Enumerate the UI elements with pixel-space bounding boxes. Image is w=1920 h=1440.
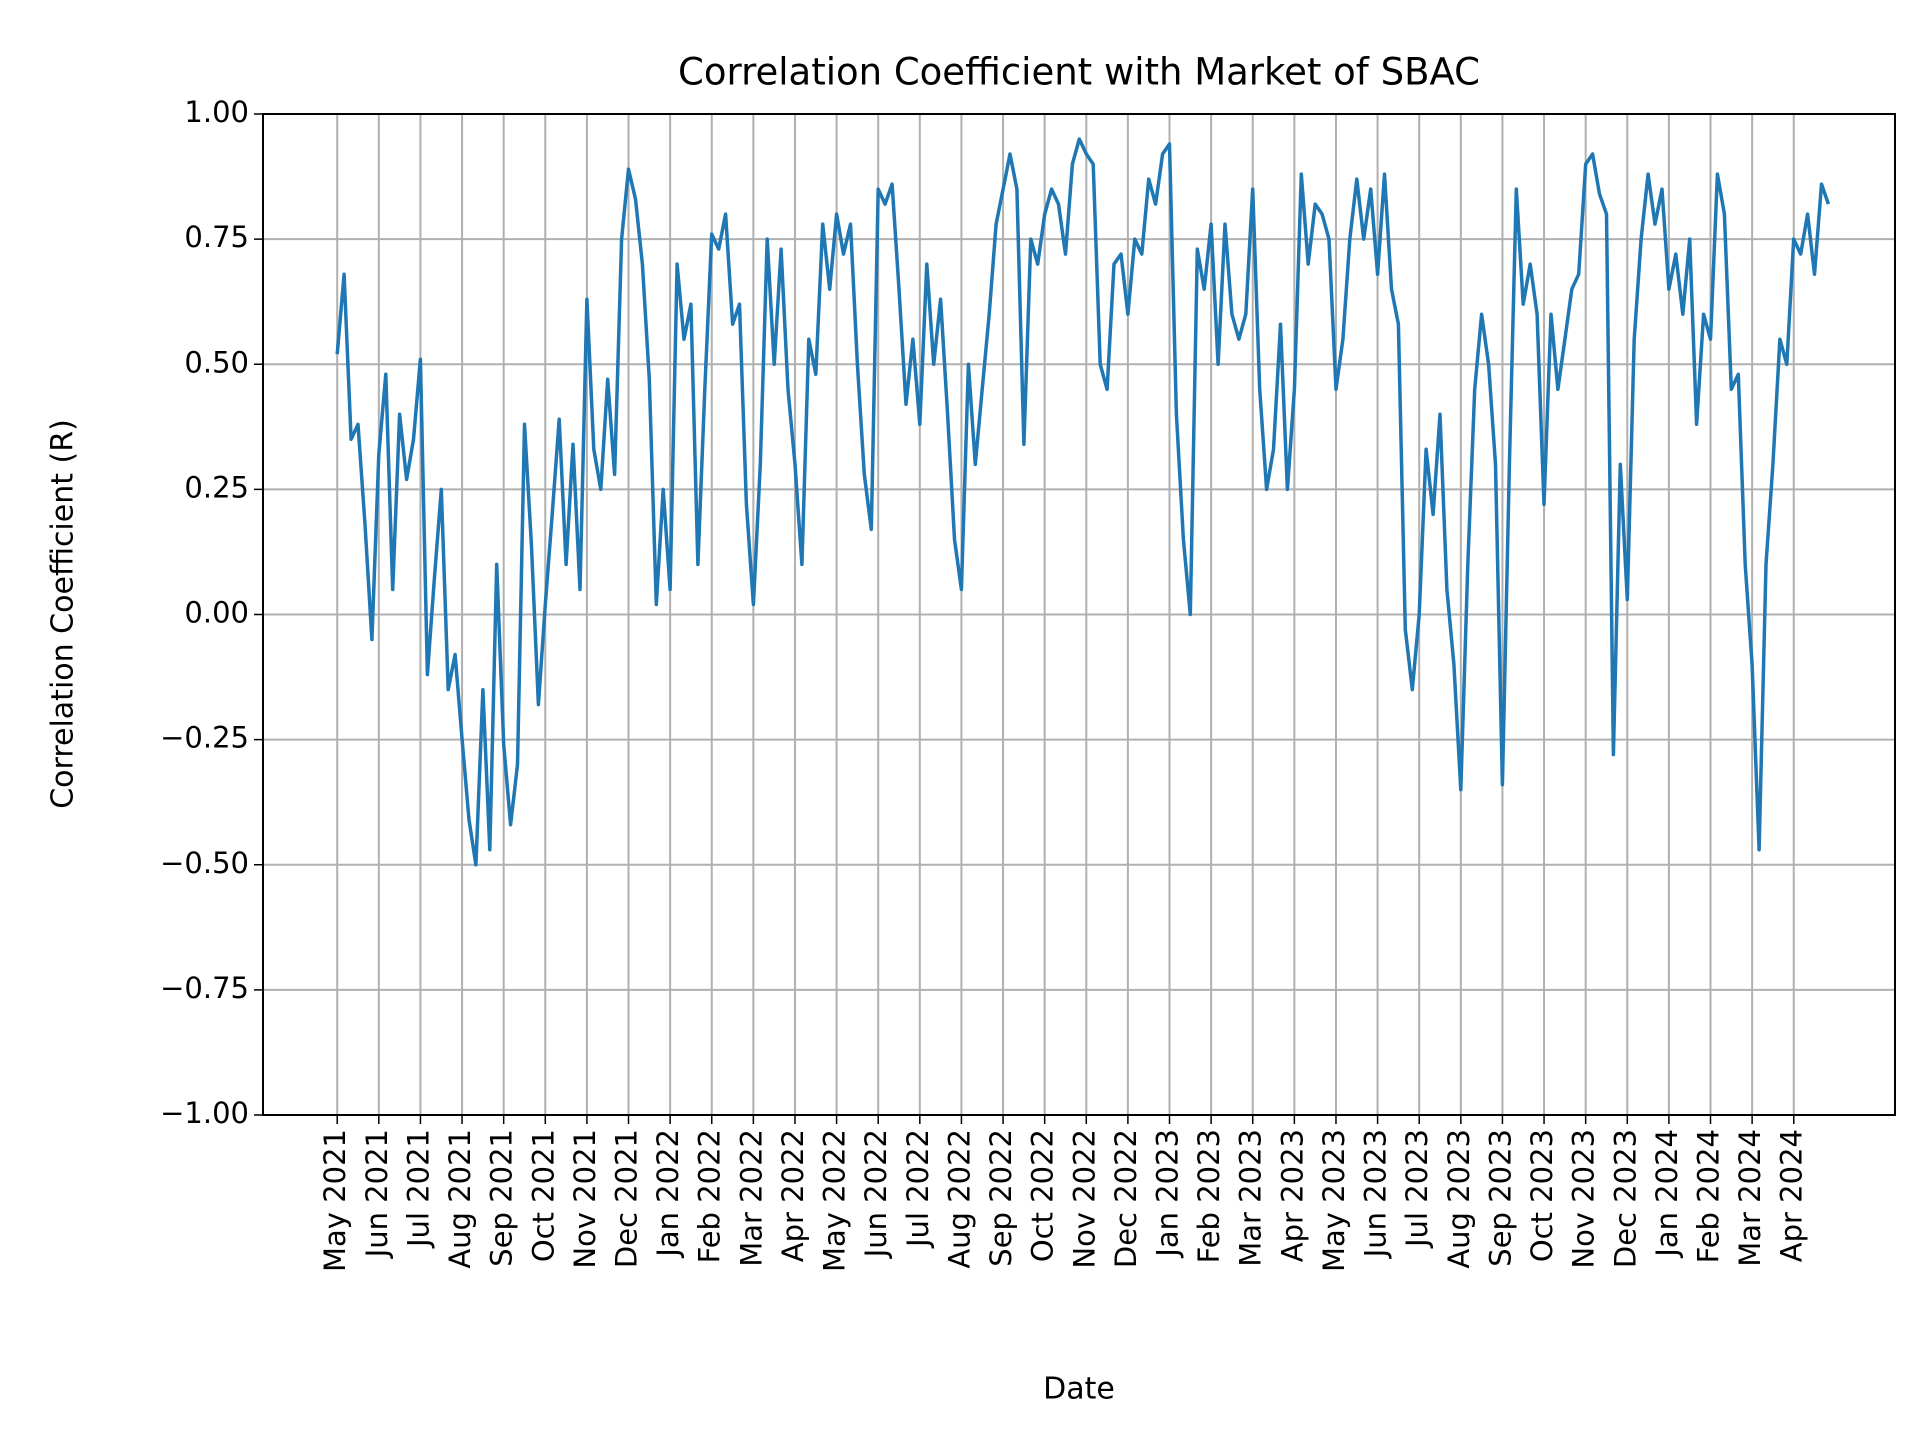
x-tick-label: Nov 2023 bbox=[1567, 1129, 1601, 1269]
x-tick-label: Nov 2022 bbox=[1067, 1129, 1101, 1269]
x-tick-label: Jun 2023 bbox=[1359, 1129, 1393, 1259]
x-tick-label: Dec 2023 bbox=[1608, 1129, 1642, 1268]
x-tick-label: Jun 2022 bbox=[859, 1129, 893, 1259]
x-tick-label: Feb 2024 bbox=[1692, 1129, 1726, 1263]
plot-frame bbox=[262, 113, 1896, 1116]
y-tick-label: −0.50 bbox=[160, 846, 249, 880]
x-tick-label: Aug 2022 bbox=[942, 1129, 976, 1269]
x-tick-label: Apr 2024 bbox=[1775, 1129, 1809, 1262]
x-tick-label: Jan 2023 bbox=[1151, 1129, 1185, 1259]
x-tick-label: Jul 2022 bbox=[901, 1129, 935, 1249]
x-tick-label: Feb 2023 bbox=[1192, 1129, 1226, 1263]
data-line bbox=[335, 137, 1831, 867]
x-axis-label: Date bbox=[1043, 1372, 1115, 1407]
chart-title: Correlation Coefficient with Market of S… bbox=[678, 51, 1480, 94]
y-tick-label: −0.75 bbox=[160, 971, 249, 1005]
x-tick-label: Dec 2021 bbox=[610, 1129, 644, 1268]
y-tick-label: 0.75 bbox=[184, 220, 249, 254]
x-tick-label: Nov 2021 bbox=[568, 1129, 602, 1269]
x-tick-label: Oct 2022 bbox=[1026, 1129, 1060, 1262]
y-tick-label: 0.25 bbox=[184, 470, 249, 504]
y-tick-label: −1.00 bbox=[160, 1096, 249, 1130]
x-tick-label: Oct 2021 bbox=[526, 1129, 560, 1262]
x-tick-label: Aug 2021 bbox=[443, 1129, 477, 1269]
x-tick-label: Jan 2022 bbox=[651, 1129, 685, 1259]
x-tick-label: Sep 2021 bbox=[485, 1129, 519, 1267]
x-tick-label: May 2023 bbox=[1317, 1129, 1351, 1272]
x-tick-label: Apr 2022 bbox=[776, 1129, 810, 1262]
x-tick-label: Jul 2023 bbox=[1400, 1129, 1434, 1249]
x-tick-label: Mar 2024 bbox=[1733, 1129, 1767, 1267]
y-tick-label: 1.00 bbox=[184, 95, 249, 129]
x-tick-label: May 2022 bbox=[818, 1129, 852, 1272]
x-tick-label: Mar 2022 bbox=[734, 1129, 768, 1267]
x-tick-label: May 2021 bbox=[318, 1129, 352, 1272]
x-tick-label: Apr 2023 bbox=[1275, 1129, 1309, 1262]
y-tick-label: 0.50 bbox=[184, 345, 249, 379]
x-tick-label: Jun 2021 bbox=[360, 1129, 394, 1259]
x-tick-label: Sep 2023 bbox=[1483, 1129, 1517, 1267]
x-tick-label: Sep 2022 bbox=[984, 1129, 1018, 1267]
y-tick-label: −0.25 bbox=[160, 721, 249, 755]
x-tick-label: Oct 2023 bbox=[1525, 1129, 1559, 1262]
x-tick-label: Feb 2022 bbox=[693, 1129, 727, 1263]
y-tick-label: 0.00 bbox=[184, 596, 249, 630]
x-tick-label: Aug 2023 bbox=[1442, 1129, 1476, 1269]
x-tick-label: Jul 2021 bbox=[401, 1129, 435, 1249]
y-axis-label: Correlation Coefficient (R) bbox=[46, 419, 81, 809]
x-tick-label: Mar 2023 bbox=[1234, 1129, 1268, 1267]
x-tick-label: Jan 2024 bbox=[1650, 1129, 1684, 1259]
x-tick-label: Dec 2022 bbox=[1109, 1129, 1143, 1268]
